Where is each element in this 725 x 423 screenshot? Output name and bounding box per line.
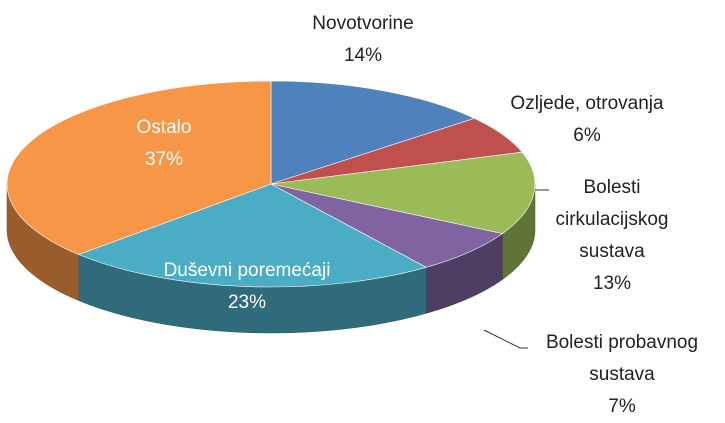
slice-label: Ostalo 37% (137, 112, 192, 176)
category-label: Duševni poremećaji (163, 260, 331, 281)
value-label: 7% (608, 396, 636, 417)
value-label: 13% (592, 273, 632, 294)
slice-label: Bolesti cirkulacijskog sustava 13% (545, 172, 680, 300)
slice (6, 80, 272, 255)
slice-label: Duševni poremećaji 23% (127, 255, 367, 319)
slice-label: Ozljede, otrovanja 6% (487, 88, 687, 152)
page: Novotvorine 14% Ozljede, otrovanja 6% Bole… (6, 8, 699, 417)
pie (6, 80, 536, 334)
value-label: 6% (573, 125, 601, 146)
slice-label: Bolesti probavnog sustava 7% (526, 327, 718, 423)
value-label: 14% (343, 45, 383, 66)
slice-label: Novotvorine 14% (312, 8, 413, 72)
slice (270, 80, 476, 185)
leader-line (483, 329, 528, 349)
category-label: Ostalo (136, 117, 192, 138)
value-label: 23% (227, 292, 267, 313)
slice (270, 183, 504, 268)
chart (6, 80, 549, 349)
category-label: Bolesti cirkulacijskog sustava (555, 177, 669, 262)
category-label: Bolesti probavnog sustava (545, 332, 699, 385)
slice (77, 183, 427, 288)
category-label: Novotvorine (312, 13, 414, 34)
value-label: 37% (144, 149, 184, 170)
category-label: Ozljede, otrovanja (510, 93, 664, 114)
slice (270, 151, 536, 234)
